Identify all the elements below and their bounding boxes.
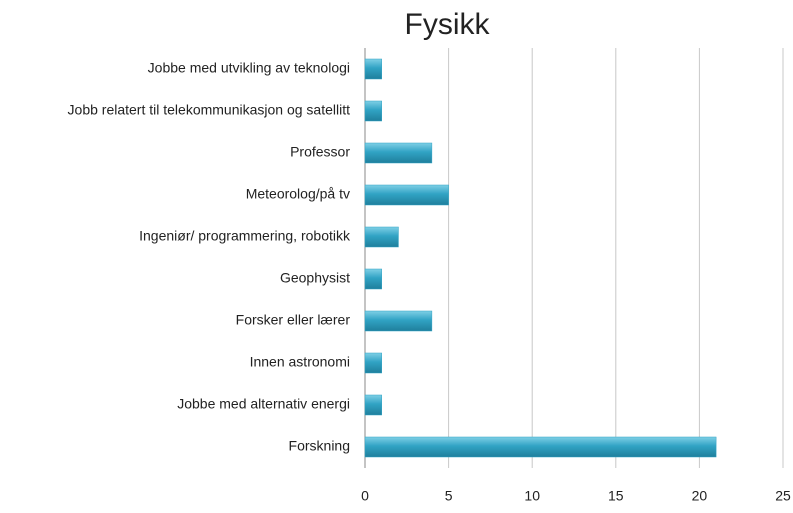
bar [364,268,382,290]
y-tick-label: Geophysist [280,270,350,286]
x-tick-label: 15 [608,488,624,504]
bar [364,394,382,416]
bar [364,184,449,206]
y-tick-label: Jobbe med alternativ energi [177,396,350,412]
y-tick-label: Forskning [289,438,350,454]
y-tick-label: Meteorolog/på tv [246,186,350,202]
bar [364,58,382,80]
x-tick-label: 5 [445,488,453,504]
bar [364,436,717,458]
y-tick-label: Forsker eller lærer [236,312,351,328]
x-tick-label: 25 [775,488,791,504]
y-tick-label: Jobb relatert til telekommunikasjon og s… [68,102,351,118]
chart-title: Fysikk [405,8,491,41]
x-tick-label: 0 [361,488,369,504]
y-tick-label: Jobbe med utvikling av teknologi [148,60,350,76]
bar [364,352,382,374]
bar [364,142,433,164]
bar [364,310,433,332]
bar [364,226,399,248]
bar [364,100,382,122]
y-tick-label: Innen astronomi [250,354,350,370]
x-tick-label: 10 [524,488,540,504]
y-tick-label: Ingeniør/ programmering, robotikk [139,228,351,244]
y-tick-label: Professor [290,144,350,160]
x-tick-label: 20 [692,488,708,504]
